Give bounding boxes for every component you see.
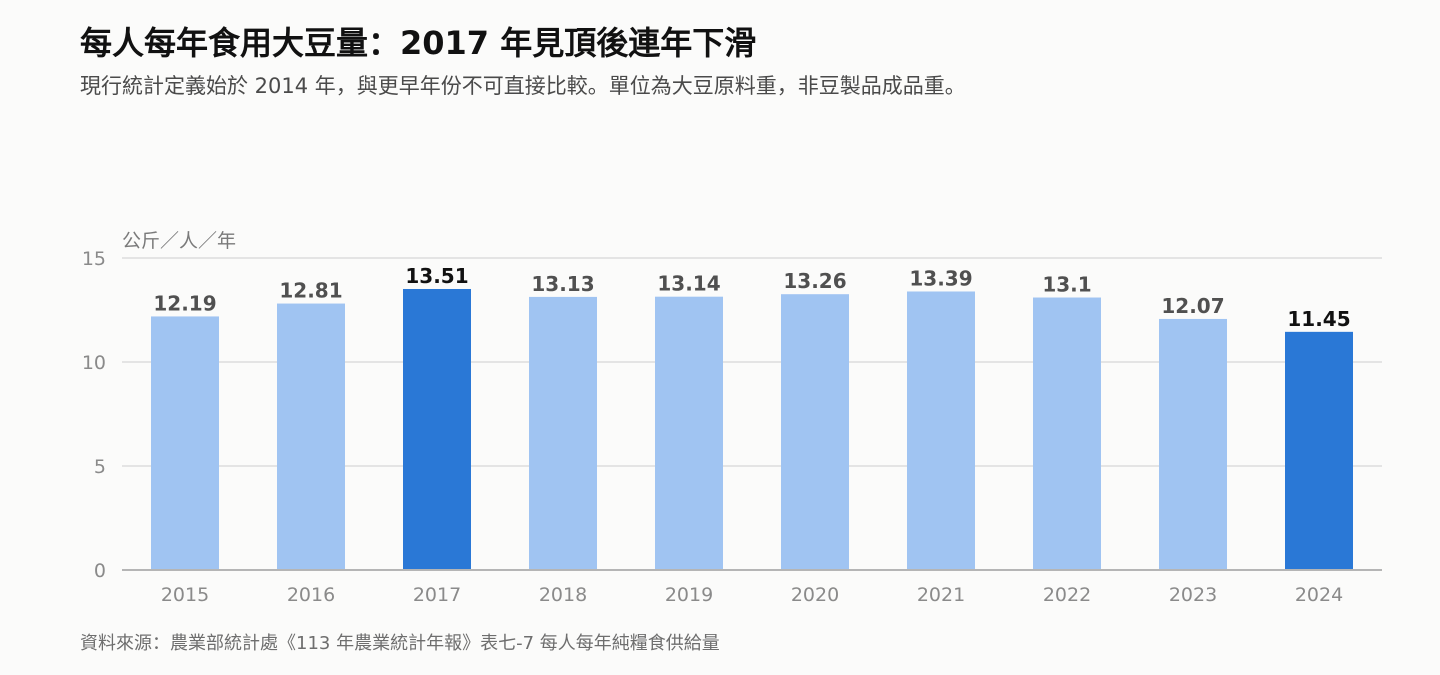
bar-2018 xyxy=(529,296,597,570)
x-tick-label-2024: 2024 xyxy=(1295,584,1343,606)
data-label-2021: 13.39 xyxy=(909,266,972,290)
data-label-2023: 12.07 xyxy=(1161,294,1224,318)
y-tick-label: 5 xyxy=(94,456,106,478)
data-label-2022: 13.1 xyxy=(1042,273,1091,297)
bar-2023 xyxy=(1159,318,1227,570)
data-label-2020: 13.26 xyxy=(783,269,846,293)
x-tick-label-2015: 2015 xyxy=(161,584,209,606)
data-label-2019: 13.14 xyxy=(657,272,720,296)
bar-2022 xyxy=(1033,297,1101,570)
y-tick-label: 10 xyxy=(82,352,106,374)
y-tick-label: 15 xyxy=(82,248,106,270)
bars xyxy=(151,288,1353,570)
data-label-2024: 11.45 xyxy=(1287,307,1350,331)
x-tick-label-2023: 2023 xyxy=(1169,584,1217,606)
bar-2015 xyxy=(151,316,219,570)
x-tick-label-2018: 2018 xyxy=(539,584,587,606)
x-tick-label-2020: 2020 xyxy=(791,584,839,606)
chart-subtitle: 現行統計定義始於 2014 年，與更早年份不可直接比較。單位為大豆原料重，非豆製… xyxy=(80,74,966,98)
x-tick-label-2016: 2016 xyxy=(287,584,335,606)
data-label-2018: 13.13 xyxy=(531,272,594,296)
x-tick-label-2021: 2021 xyxy=(917,584,965,606)
x-tick-label-2019: 2019 xyxy=(665,584,713,606)
bar-2017 xyxy=(403,288,471,570)
data-label-2015: 12.19 xyxy=(153,291,216,315)
x-tick-label-2017: 2017 xyxy=(413,584,461,606)
chart-title: 每人每年食用大豆量：2017 年見頂後連年下滑 xyxy=(80,24,757,62)
data-label-2016: 12.81 xyxy=(279,279,342,303)
x-axis-ticks: 2015 2016 2017 2018 2019 2020 2021 2022 2023 2024 xyxy=(161,584,1343,606)
bar-2019 xyxy=(655,296,723,570)
y-axis-ticks: 0 5 10 15 xyxy=(82,248,106,582)
data-labels: 12.19 12.81 13.51 13.13 13.14 13.26 13.39 13.1 1… xyxy=(153,264,1350,331)
source-note: 資料來源：農業部統計處《113 年農業統計年報》表七-7 每人每年純糧食供給量 xyxy=(80,633,720,654)
x-tick-label-2022: 2022 xyxy=(1043,584,1091,606)
y-tick-label: 0 xyxy=(94,560,106,582)
data-label-2017: 13.51 xyxy=(405,264,468,288)
bar-2016 xyxy=(277,303,345,570)
bar-2021 xyxy=(907,291,975,570)
y-axis-unit-label: 公斤／人／年 xyxy=(122,230,237,252)
bar-2024 xyxy=(1285,331,1353,570)
bar-2020 xyxy=(781,294,849,570)
